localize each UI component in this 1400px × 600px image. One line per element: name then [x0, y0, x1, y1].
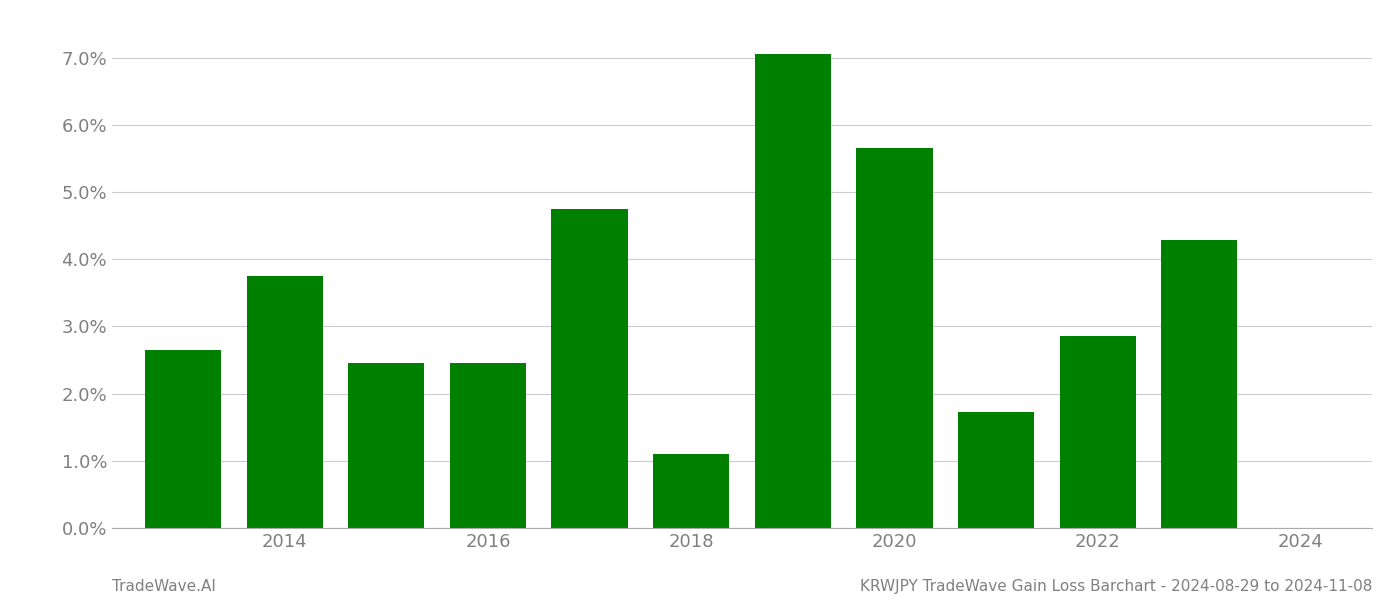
Bar	[1161, 241, 1238, 528]
Bar	[552, 209, 627, 528]
Bar	[146, 350, 221, 528]
Bar	[958, 412, 1035, 528]
Bar	[449, 364, 526, 528]
Bar	[857, 148, 932, 528]
Bar	[652, 454, 729, 528]
Text: KRWJPY TradeWave Gain Loss Barchart - 2024-08-29 to 2024-11-08: KRWJPY TradeWave Gain Loss Barchart - 20…	[860, 579, 1372, 594]
Bar	[1060, 337, 1135, 528]
Bar	[246, 276, 323, 528]
Text: TradeWave.AI: TradeWave.AI	[112, 579, 216, 594]
Bar	[349, 364, 424, 528]
Bar	[755, 54, 832, 528]
